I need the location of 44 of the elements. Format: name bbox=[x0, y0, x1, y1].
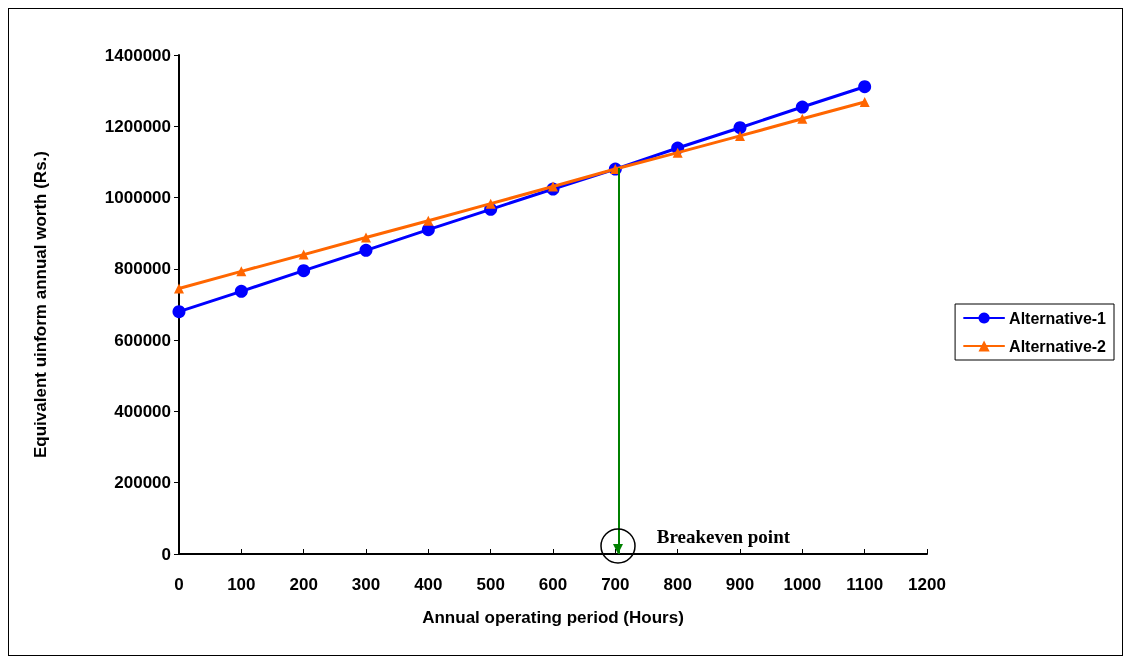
point bbox=[733, 121, 747, 135]
point bbox=[172, 305, 186, 319]
legend-label: Alternative-2 bbox=[1009, 337, 1107, 355]
x-tick-label: 200 bbox=[289, 575, 318, 594]
point bbox=[174, 283, 184, 294]
point bbox=[672, 147, 683, 158]
point bbox=[859, 97, 870, 108]
point bbox=[795, 100, 809, 114]
point bbox=[797, 113, 808, 124]
y-tick-label: 400000 bbox=[114, 401, 171, 421]
point bbox=[234, 284, 248, 298]
x-tick-label: 1000 bbox=[783, 575, 822, 594]
y-tick-label: 200000 bbox=[114, 473, 171, 493]
x-tick-label: 900 bbox=[725, 575, 755, 594]
point bbox=[297, 264, 311, 278]
x-tick-label: 500 bbox=[476, 575, 505, 594]
ref-line-label: Breakeven point bbox=[656, 526, 791, 547]
point bbox=[485, 198, 496, 209]
x-tick-label: 400 bbox=[414, 575, 443, 594]
point bbox=[858, 80, 872, 94]
y-tick-label: 1400000 bbox=[104, 45, 171, 65]
point bbox=[359, 243, 373, 257]
point bbox=[423, 215, 434, 226]
point bbox=[361, 232, 371, 243]
point bbox=[548, 181, 558, 192]
point bbox=[236, 266, 247, 277]
x-tick-label: 700 bbox=[601, 575, 630, 594]
x-axis-title: Annual operating period (Hours) bbox=[422, 608, 684, 627]
x-tick-label: 100 bbox=[227, 575, 256, 594]
y-axis-title: Equivalent uinform annual worth (Rs.) bbox=[31, 151, 50, 458]
x-tick-label: 600 bbox=[538, 575, 568, 594]
x-tick-label: 300 bbox=[351, 575, 381, 594]
y-tick-label: 800000 bbox=[114, 259, 171, 279]
x-tick-label: 0 bbox=[174, 575, 184, 594]
y-tick-label: 0 bbox=[161, 544, 171, 564]
point bbox=[298, 249, 309, 260]
legend-label: Alternative-1 bbox=[1009, 309, 1107, 327]
x-tick-label: 1200 bbox=[908, 575, 946, 594]
x-tick-label: 800 bbox=[663, 575, 692, 594]
y-tick-label: 1000000 bbox=[104, 188, 171, 208]
y-tick-label: 600000 bbox=[114, 330, 171, 350]
y-tick-label: 1200000 bbox=[104, 116, 171, 136]
x-tick-label: 1100 bbox=[846, 575, 884, 594]
point bbox=[735, 130, 745, 141]
